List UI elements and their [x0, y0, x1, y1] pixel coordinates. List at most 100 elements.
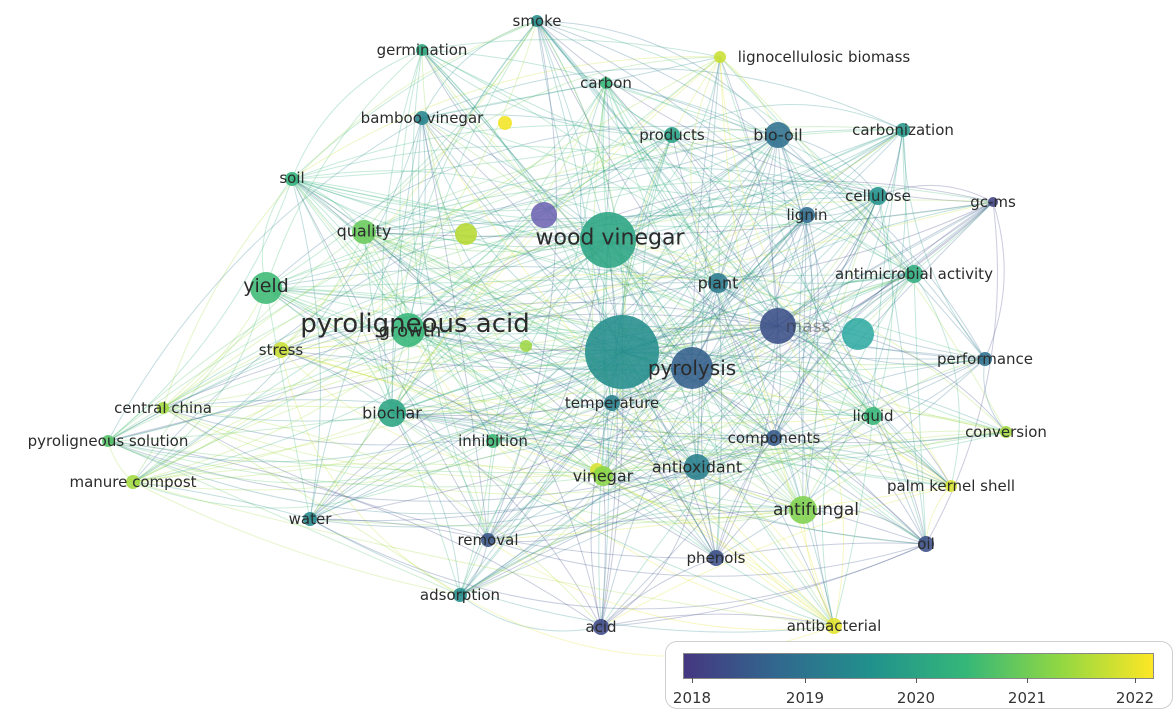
network-node-carbon[interactable]	[600, 77, 612, 89]
network-edge	[671, 134, 927, 545]
network-node-bio-oil[interactable]	[765, 122, 791, 148]
network-edge	[487, 466, 698, 543]
network-edge	[421, 49, 609, 241]
network-node-liquid[interactable]	[864, 407, 882, 425]
network-node-smoke[interactable]	[531, 15, 543, 27]
network-edge	[605, 82, 927, 545]
network-node-central-china[interactable]	[157, 402, 169, 414]
network-edge	[363, 201, 994, 238]
network-edge	[391, 412, 952, 487]
network-node-stress[interactable]	[273, 342, 289, 358]
network-edge	[771, 134, 779, 327]
network-edge	[265, 49, 423, 289]
network-edge	[777, 325, 1007, 433]
network-edge	[872, 415, 927, 545]
network-node-plant[interactable]	[708, 273, 728, 293]
network-node-conversion[interactable]	[1000, 426, 1012, 438]
network-edge	[536, 20, 994, 203]
network-edge	[487, 20, 557, 541]
network-edge	[132, 325, 779, 483]
network-edge	[773, 129, 904, 439]
network-edge	[696, 56, 721, 468]
network-node-germination[interactable]	[416, 44, 428, 56]
network-node-quality[interactable]	[352, 220, 376, 244]
network-edge	[363, 231, 489, 541]
network-edge	[607, 239, 915, 284]
network-edge	[605, 82, 779, 327]
network-edge	[407, 56, 721, 331]
network-edge	[309, 435, 952, 520]
network-node-carbonization[interactable]	[896, 123, 910, 137]
network-node-oil[interactable]	[918, 536, 934, 552]
network-node-biomass[interactable]	[760, 308, 796, 344]
legend-label-2021: 2021	[1007, 689, 1047, 707]
network-edge	[696, 447, 952, 487]
network-edge	[607, 239, 1007, 433]
network-node-unlabeled	[842, 318, 874, 350]
network-node-antifungal[interactable]	[789, 496, 817, 524]
network-node-gc-ms[interactable]	[988, 197, 998, 207]
network-node-lignocellulosic-biomass[interactable]	[714, 51, 726, 63]
network-node-removal[interactable]	[481, 533, 495, 547]
network-node-components[interactable]	[766, 430, 782, 446]
network-edge	[607, 129, 904, 241]
network-node-lignin[interactable]	[799, 207, 815, 223]
network-node-pyroligneous-solution[interactable]	[102, 435, 114, 447]
network-edge	[407, 180, 994, 331]
network-node-wood-vinegar[interactable]	[580, 212, 636, 268]
network-node-growth[interactable]	[391, 313, 425, 347]
network-edge	[696, 214, 808, 468]
network-edge	[590, 402, 613, 628]
network-edge	[291, 49, 423, 180]
network-edge	[536, 20, 779, 327]
network-edge	[621, 351, 1007, 433]
network-edge	[132, 481, 311, 520]
network-node-vinegar[interactable]	[593, 466, 613, 486]
network-node-acid[interactable]	[593, 619, 609, 635]
network-node-manure-compost[interactable]	[126, 475, 140, 489]
network-node-inhibition[interactable]	[486, 434, 500, 448]
network-node-antimicrobial-activity[interactable]	[905, 265, 923, 283]
network-node-yield[interactable]	[250, 272, 282, 304]
network-edge	[621, 195, 879, 353]
network-node-unlabeled	[520, 340, 532, 352]
network-edge	[691, 367, 874, 417]
network-node-palm-kernel-shell[interactable]	[945, 480, 957, 492]
network-label-water: water	[289, 510, 333, 528]
network-node-pyrolysis[interactable]	[671, 347, 713, 389]
network-node-performance[interactable]	[978, 352, 992, 366]
network-edge	[902, 129, 986, 360]
legend-label-2022: 2022	[1115, 689, 1155, 707]
network-edge	[605, 82, 986, 360]
network-node-antioxidant[interactable]	[684, 454, 710, 480]
network-node-soil[interactable]	[285, 172, 299, 186]
network-node-adsorption[interactable]	[453, 588, 467, 602]
network-node-antibacterial[interactable]	[826, 618, 842, 634]
network-edge	[602, 195, 879, 477]
network-edge	[407, 329, 717, 559]
network-node-biochar[interactable]	[378, 399, 406, 427]
network-edge	[777, 129, 904, 327]
network-edge	[132, 412, 393, 483]
network-edge	[459, 358, 986, 596]
network-edge	[696, 466, 835, 627]
network-node-water[interactable]	[303, 512, 317, 526]
network-node-products[interactable]	[664, 127, 680, 143]
network-label-removal: removal	[457, 531, 518, 549]
network-edge	[536, 20, 915, 275]
network-edge	[407, 134, 673, 331]
network-edge	[492, 201, 994, 442]
network-node-bamboo-vinegar[interactable]	[415, 111, 429, 125]
network-edge	[162, 214, 808, 409]
network-edge	[459, 431, 1007, 596]
network-node-phenols[interactable]	[708, 550, 724, 566]
network-edge	[691, 201, 994, 369]
network-node-temperature[interactable]	[604, 395, 620, 411]
network-edge	[265, 287, 717, 559]
network-edge	[715, 282, 723, 559]
network-edge	[407, 329, 835, 627]
network-edge	[407, 329, 927, 545]
network-node-pyroligneous-acid[interactable]	[585, 315, 659, 389]
network-edge	[107, 351, 623, 463]
network-node-cellulose[interactable]	[869, 187, 887, 205]
